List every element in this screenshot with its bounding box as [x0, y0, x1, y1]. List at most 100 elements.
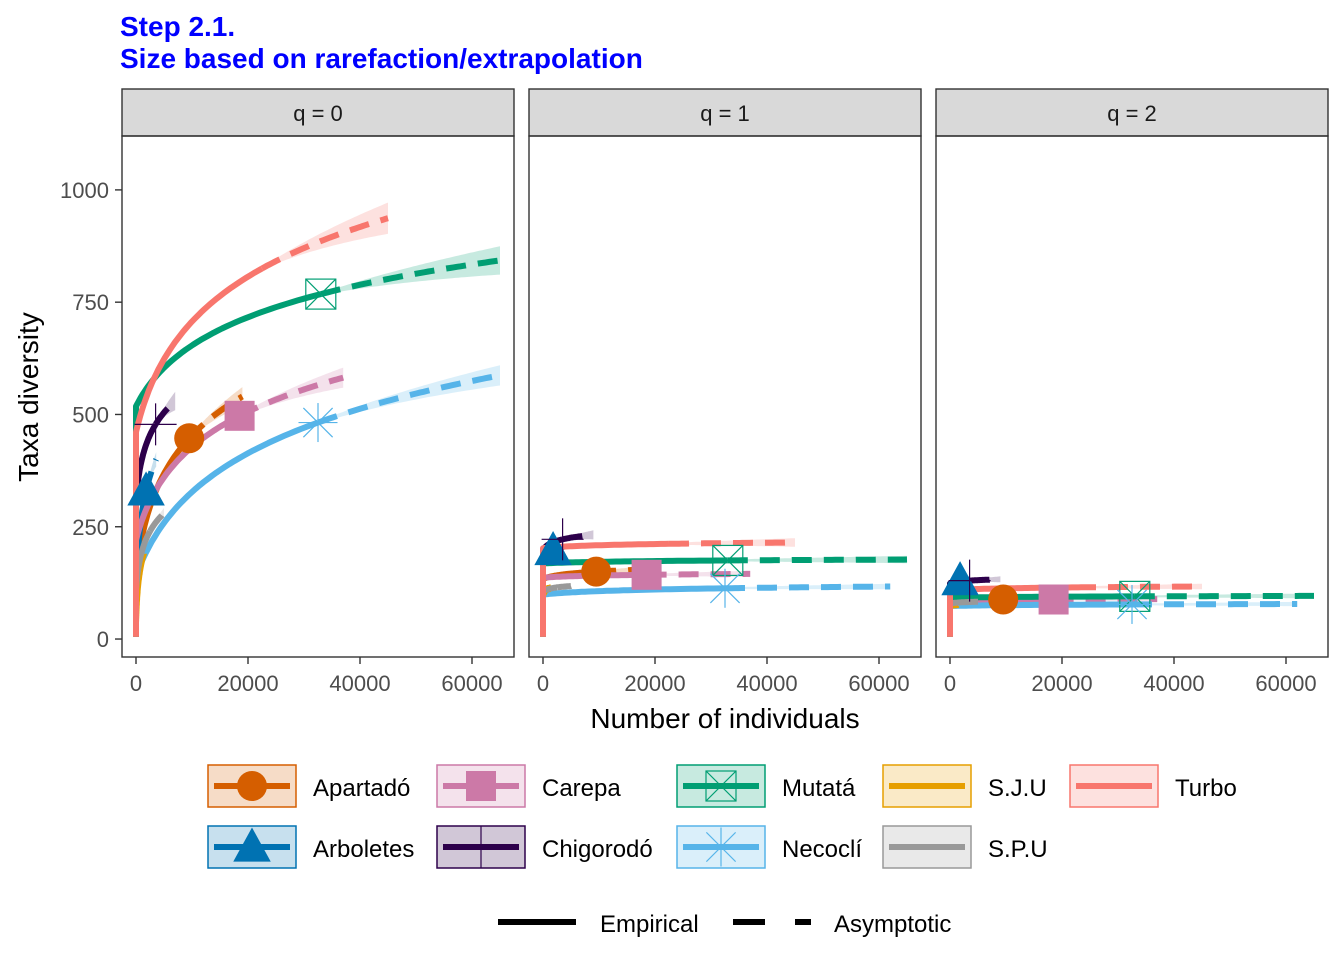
legend-label: S.J.U: [988, 775, 1047, 802]
legend-item-s-p-u: S.P.U: [882, 825, 1048, 869]
asymptotic-line-chigorodo: [153, 398, 177, 426]
empirical-line-mutata: [133, 291, 322, 637]
observed-point-chigorodo: [948, 559, 991, 602]
ci-ribbon-turbo: [669, 538, 795, 547]
panel-1: q = 0 0 20000 40000 60000 0 250 500 750 1000: [60, 88, 515, 696]
panel-2: q = 1 0 20000 40000 60000: [528, 88, 922, 696]
legend: Apartadó Carepa Mutatá S.J.U Turbo Arboletes C…: [207, 764, 1237, 869]
ci-ribbon-mutata: [727, 555, 907, 564]
panel-border: [121, 135, 515, 658]
ci-ribbon-mutata: [320, 246, 500, 295]
observed-point-carepa: [224, 400, 255, 431]
x-tick-label: 60000: [848, 671, 909, 696]
x-tick-label: 40000: [329, 671, 390, 696]
observed-point-carepa: [1038, 584, 1069, 615]
observed-point-necocli: [1112, 584, 1152, 624]
x-tick-label: 20000: [1031, 671, 1092, 696]
linetype-legend: Empirical Asymptotic: [498, 911, 951, 938]
x-tick-label: 40000: [1143, 671, 1204, 696]
x-tick-label: 60000: [441, 671, 502, 696]
asymptotic-line-chigorodo: [562, 531, 594, 543]
x-tick-label: 20000: [217, 671, 278, 696]
asymptotic-line-s-p-u: [147, 510, 166, 533]
panel-data: [941, 559, 1314, 637]
observed-point-chigorodo: [134, 403, 177, 446]
observed-point-apartado: [988, 584, 1019, 615]
panel-data: [534, 518, 908, 637]
facet-strip-label: q = 1: [700, 101, 750, 126]
y-tick-label: 0: [97, 627, 109, 652]
x-tick-label: 40000: [736, 671, 797, 696]
observed-point-arboletes: [127, 471, 165, 506]
asymptotic-line-carepa: [646, 570, 751, 578]
asymptotic-line-necocli: [1131, 601, 1298, 608]
panel-border: [528, 135, 922, 658]
legend-item-apartado: Apartadó: [207, 764, 410, 808]
empirical-line-carepa: [540, 571, 647, 637]
ci-ribbon-turbo: [262, 202, 388, 270]
x-tick-label: 0: [537, 671, 549, 696]
asymptotic-line-turbo: [260, 215, 389, 272]
x-axis-title: Number of individuals: [590, 703, 859, 734]
y-axis-title: Taxa diversity: [13, 312, 44, 482]
asymptotic-line-s-p-u: [556, 583, 572, 591]
legend-item-s-j-u: S.J.U: [882, 764, 1047, 808]
y-tick-label: 250: [72, 515, 109, 540]
x-tick-label: 0: [944, 671, 956, 696]
x-tick-label: 60000: [1255, 671, 1316, 696]
legend-label-asymptotic: Asymptotic: [834, 911, 951, 938]
x-tick-label: 0: [130, 671, 142, 696]
legend-item-chigorodo: Chigorodó: [436, 825, 653, 869]
asymptotic-line-turbo: [1076, 583, 1202, 591]
legend-item-turbo: Turbo: [1069, 764, 1237, 808]
observed-point-mutata: [305, 278, 337, 310]
ci-ribbon-carepa: [239, 367, 344, 417]
observed-point-necocli: [298, 403, 338, 443]
legend-label: Carepa: [542, 775, 621, 802]
facet-strip-label: q = 2: [1107, 101, 1157, 126]
legend-label: S.P.U: [988, 836, 1048, 863]
x-tick-label: 20000: [624, 671, 685, 696]
empirical-line-turbo: [133, 265, 264, 637]
facet-strip: [121, 88, 515, 137]
facet-panels: q = 0 0 20000 40000 60000 0 250 500 750 1000 q = 1…: [60, 88, 1329, 696]
legend-label: Apartadó: [313, 775, 410, 802]
legend-label-empirical: Empirical: [600, 911, 699, 938]
observed-point-mutata: [1119, 580, 1151, 612]
observed-point-chigorodo: [541, 518, 584, 561]
empirical-line-necocli: [133, 419, 320, 637]
panel-data: [127, 202, 501, 637]
panel-3: q = 2 0 20000 40000 60000: [935, 88, 1329, 696]
legend-label: Turbo: [1175, 775, 1237, 802]
observed-point-apartado: [581, 556, 612, 587]
legend-label: Necoclí: [782, 836, 862, 863]
asymptotic-line-necocli: [724, 583, 891, 592]
legend-label: Mutatá: [782, 775, 856, 802]
legend-label: Chigorodó: [542, 836, 653, 863]
legend-item-carepa: Carepa: [436, 764, 621, 808]
asymptotic-line-carepa: [238, 374, 345, 419]
empirical-line-necocli: [540, 585, 726, 637]
legend-item-mutata: Mutatá: [676, 764, 856, 808]
legend-key-marker: [460, 826, 502, 868]
legend-item-necocli: Necoclí: [676, 825, 862, 869]
y-tick-label: 750: [72, 290, 109, 315]
facet-strip: [935, 88, 1329, 137]
ci-ribbon-turbo: [1076, 583, 1202, 590]
legend-key-marker: [701, 827, 741, 867]
panel-border: [935, 135, 1329, 658]
observed-point-mutata: [712, 544, 744, 577]
facet-strip-label: q = 0: [293, 101, 343, 126]
ci-ribbon-necocli: [318, 365, 500, 424]
legend-label: Arboletes: [313, 836, 414, 863]
legend-key-marker: [466, 771, 496, 801]
legend-item-arboletes: Arboletes: [207, 825, 414, 869]
empirical-line-carepa: [133, 413, 241, 637]
legend-key-marker: [237, 771, 267, 801]
y-tick-label: 1000: [60, 178, 109, 203]
chart-title-line2: Size based on rarefaction/extrapolation: [120, 43, 643, 74]
ci-ribbon-mutata: [1134, 593, 1314, 599]
chart-title-line1: Step 2.1.: [120, 11, 235, 42]
legend-key-marker: [705, 770, 737, 802]
